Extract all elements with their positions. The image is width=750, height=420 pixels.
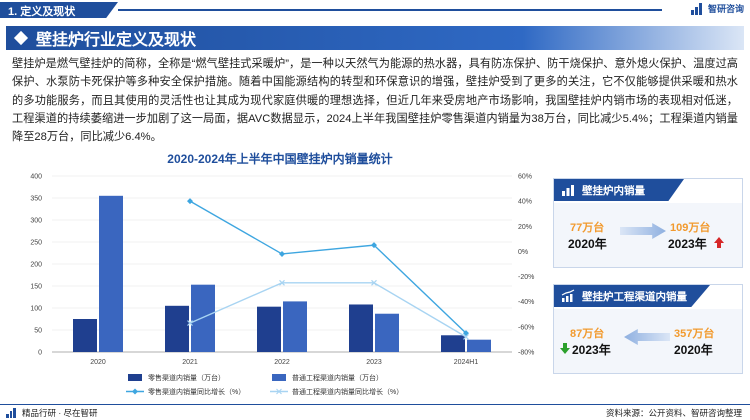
legend-swatch (272, 374, 286, 381)
y-tick-label: 150 (30, 284, 42, 291)
legend-marker (132, 388, 138, 395)
x-tick-label: 2020 (90, 359, 106, 366)
x-tick-label: 2024H1 (454, 359, 479, 366)
card-to-year: 2023年 (572, 343, 611, 357)
card-title: 壁挂炉工程渠道内销量 (582, 290, 687, 303)
bar (99, 195, 123, 352)
logo-bars-icon (690, 2, 705, 15)
chart-title: 2020-2024年上半年中国壁挂炉内销量统计 (167, 152, 393, 166)
y2-tick-label: 0% (518, 249, 528, 256)
line-point (371, 279, 377, 286)
legend-label: 普通工程渠道内销量同比增长（%） (292, 387, 403, 396)
y-tick-label: 200 (30, 262, 42, 269)
footer-slogan-text: 精品行研 · 尽在智研 (22, 408, 98, 418)
bar (375, 313, 399, 352)
right-arrow-icon (620, 223, 666, 239)
legend-marker (276, 388, 282, 395)
bar (73, 319, 97, 352)
x-tick-label: 2021 (182, 359, 198, 366)
section-title: 1. 定义及现状 (8, 6, 76, 18)
legend-label: 普通工程渠道内销量（万台） (292, 373, 383, 382)
card-from-year: 2020年 (568, 237, 607, 251)
card-from-value: 357万台 (674, 328, 715, 340)
y-tick-label: 100 (30, 306, 42, 313)
y2-tick-label: -60% (518, 324, 534, 331)
y-tick-label: 300 (30, 218, 42, 225)
y2-tick-label: 60% (518, 174, 532, 181)
left-arrow-icon (624, 329, 670, 345)
top-bar: 1. 定义及现状 智研咨询 (0, 0, 750, 22)
line-point (463, 333, 469, 340)
y2-tick-label: -40% (518, 299, 534, 306)
card-to-value: 87万台 (570, 328, 605, 340)
card-from-year: 2020年 (674, 343, 713, 357)
line-point (279, 250, 285, 257)
line-point (279, 279, 285, 286)
line-point (187, 198, 193, 205)
intro-paragraph: 壁挂炉是燃气壁挂炉的简称，全称是“燃气壁挂式采暖炉”，是一种以天然气为能源的热水… (12, 58, 738, 144)
top-divider (118, 9, 662, 11)
y2-tick-label: -80% (518, 350, 534, 357)
card-to-value: 109万台 (670, 222, 711, 234)
bar (257, 306, 281, 352)
series-line (189, 200, 467, 334)
card-domestic-sales: 壁挂炉内销量 77万台 2020年 109万台 2023年 (553, 178, 743, 268)
line-point (371, 242, 377, 249)
footer-logo-icon (6, 408, 18, 418)
bar (191, 284, 215, 352)
card-header: 壁挂炉工程渠道内销量 (554, 285, 710, 307)
card-from-value: 77万台 (570, 222, 605, 234)
logo-text: 智研咨询 (707, 4, 744, 14)
card-header: 壁挂炉内销量 (554, 179, 684, 201)
legend-swatch (128, 374, 142, 381)
bar (467, 339, 491, 352)
bar-chart-icon (560, 182, 576, 198)
card-engineering-sales: 壁挂炉工程渠道内销量 87万台 2023年 357万台 2020年 (553, 284, 743, 374)
card-to-year: 2023年 (668, 237, 707, 251)
line-point (187, 320, 193, 327)
y-tick-label: 250 (30, 240, 42, 247)
y2-tick-label: 20% (518, 224, 532, 231)
y2-tick-label: 40% (518, 199, 532, 206)
bar (349, 304, 373, 352)
page-title-bar: 壁挂炉行业定义及现状 (6, 26, 744, 50)
sales-chart: 0 50 100 150 200 250 300 350 400 -80% -60% -40% -20%… (30, 174, 534, 397)
brand-logo: 智研咨询 (690, 2, 744, 15)
trend-chart-icon (560, 288, 576, 304)
footer-source: 资料来源：公开资料、智研咨询整理 (605, 408, 742, 418)
bar (441, 335, 465, 352)
y-tick-label: 350 (30, 196, 42, 203)
y2-tick-label: -20% (518, 274, 534, 281)
page-title: 壁挂炉行业定义及现状 (36, 32, 197, 49)
footer: 精品行研 · 尽在智研 资料来源：公开资料、智研咨询整理 (0, 404, 750, 420)
up-arrow-icon (714, 237, 724, 248)
section-tag (0, 2, 118, 18)
card-title: 壁挂炉内销量 (582, 184, 645, 197)
down-arrow-icon (560, 343, 570, 354)
legend-label: 零售渠道内销量同比增长（%） (148, 387, 245, 396)
x-tick-label: 2022 (274, 359, 290, 366)
series-line (189, 282, 467, 338)
y-tick-label: 50 (34, 328, 42, 335)
y-tick-label: 400 (30, 174, 42, 181)
bar (165, 305, 189, 352)
x-tick-label: 2023 (366, 359, 382, 366)
bar (283, 301, 307, 352)
legend-label: 零售渠道内销量（万台） (148, 373, 225, 382)
footer-slogan: 精品行研 · 尽在智研 (6, 407, 98, 419)
y-tick-label: 0 (38, 350, 42, 357)
